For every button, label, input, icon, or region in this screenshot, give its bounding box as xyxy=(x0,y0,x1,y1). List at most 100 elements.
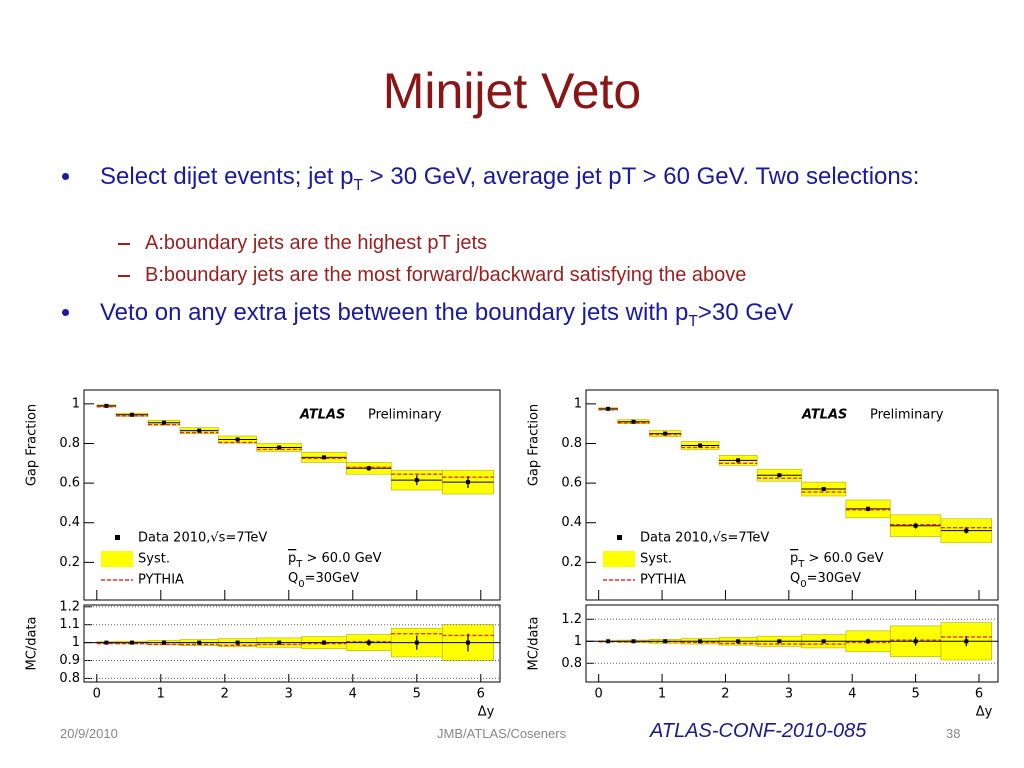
legend-swatch xyxy=(617,535,622,540)
legend-label: Data 2010,√s=7TeV xyxy=(138,531,267,546)
scale-label: Q0=30GeV xyxy=(288,571,359,590)
x-tick-label: 2 xyxy=(221,687,229,702)
data-point xyxy=(631,419,636,424)
x-tick-label: 4 xyxy=(848,687,856,702)
ratio-y-tick-label: 1.1 xyxy=(59,617,80,632)
bullet-text: > 30 GeV, average jet pT > 60 GeV. Two s… xyxy=(363,163,920,190)
sub-bullet-dash xyxy=(118,275,130,277)
x-tick-label: 4 xyxy=(349,687,357,702)
x-tick-label: 5 xyxy=(911,687,919,702)
y-tick-label: 0.4 xyxy=(561,515,582,530)
bullet: Veto on any extra jets between the bound… xyxy=(100,298,960,336)
cut-label: pT > 60.0 GeV xyxy=(790,551,884,570)
atlas-label: ATLAS xyxy=(299,408,345,423)
y-tick-label: 0.4 xyxy=(59,515,80,530)
ratio-y-tick-label: 0.8 xyxy=(59,671,80,686)
data-point xyxy=(277,445,282,450)
x-tick-label: 6 xyxy=(477,687,485,702)
x-tick-label: 0 xyxy=(595,687,603,702)
cut-label-part: T xyxy=(295,559,303,570)
cut-label-part: > 60.0 GeV xyxy=(302,551,381,566)
bullet-text: Veto on any extra jets between the bound… xyxy=(100,299,689,326)
ratio-y-tick-label: 1 xyxy=(72,635,80,650)
x-tick-label: 3 xyxy=(785,687,793,702)
legend-label: PYTHIA xyxy=(138,573,184,588)
y-tick-label: 0.2 xyxy=(59,555,80,570)
x-tick-label: 3 xyxy=(285,687,293,702)
legend-label: Syst. xyxy=(138,552,170,567)
scale-label-part: Q xyxy=(288,571,298,586)
legend-label: Syst. xyxy=(640,552,672,567)
x-tick-label: 0 xyxy=(93,687,101,702)
cut-label-part: p xyxy=(288,551,296,566)
data-point xyxy=(606,406,611,411)
data-point xyxy=(104,403,109,408)
data-point xyxy=(366,466,371,471)
ratio-y-tick-label: 1.2 xyxy=(59,599,80,614)
y-tick-label: 0.8 xyxy=(59,436,80,451)
legend-label: Data 2010,√s=7TeV xyxy=(640,531,769,546)
y-tick-label: 1 xyxy=(574,396,582,411)
y-tick-label: 0.2 xyxy=(561,555,582,570)
data-point xyxy=(162,420,166,425)
bullet-text: T xyxy=(688,312,698,330)
ratio-y-axis-label: MC/data xyxy=(527,617,542,671)
x-tick-label: 2 xyxy=(721,687,729,702)
data-point xyxy=(777,473,782,478)
bullet-dot xyxy=(62,309,69,316)
legend-swatch xyxy=(115,535,120,540)
ratio-y-tick-label: 1.2 xyxy=(561,612,582,627)
data-point xyxy=(197,428,202,433)
scale-label-part: 0 xyxy=(800,579,806,590)
y-tick-label: 0.6 xyxy=(561,476,582,491)
data-point xyxy=(130,412,134,417)
cut-label: pT > 60.0 GeV xyxy=(288,551,382,570)
data-point xyxy=(414,478,419,483)
preliminary-label: Preliminary xyxy=(870,408,944,423)
legend-swatch xyxy=(101,551,133,567)
scale-label: Q0=30GeV xyxy=(790,571,861,590)
data-point xyxy=(663,431,668,436)
x-tick-label: 1 xyxy=(157,687,165,702)
scale-label-part: Q xyxy=(790,571,800,586)
plot-frame xyxy=(585,389,999,601)
ratio-y-tick-label: 0.8 xyxy=(561,656,582,671)
ratio-y-tick-label: 1 xyxy=(574,634,582,649)
ratio-y-axis-label: MC/data xyxy=(25,617,40,671)
x-tick-label: 6 xyxy=(975,687,983,702)
data-point xyxy=(821,487,826,492)
data-point xyxy=(322,455,326,460)
bullet: Select dijet events; jet pT > 30 GeV, av… xyxy=(100,162,960,200)
legend-label: PYTHIA xyxy=(640,573,686,588)
x-tick-label: 5 xyxy=(413,687,421,702)
bullet-text: Select dijet events; jet p xyxy=(100,163,354,190)
footer-reference: ATLAS-CONF-2010-085 xyxy=(650,720,867,742)
bullet-text: >30 GeV xyxy=(697,299,794,326)
data-point xyxy=(466,480,470,485)
y-axis-label: Gap Fraction xyxy=(25,404,40,486)
legend-swatch xyxy=(603,551,635,567)
y-tick-label: 0.8 xyxy=(561,436,582,451)
x-axis-label: Δy xyxy=(478,705,495,720)
scale-label-part: =30GeV xyxy=(807,571,862,586)
data-point xyxy=(913,523,918,528)
footer-author: JMB/ATLAS/Coseners xyxy=(437,726,567,741)
x-tick-label: 1 xyxy=(658,687,666,702)
cut-label-part: > 60.0 GeV xyxy=(804,551,883,566)
preliminary-label: Preliminary xyxy=(368,408,442,423)
y-axis-label: Gap Fraction xyxy=(527,404,542,486)
data-point xyxy=(866,506,871,511)
sub-bullet: B:boundary jets are the most forward/bac… xyxy=(145,264,747,286)
bullet-text: T xyxy=(353,176,364,194)
bullet-dot xyxy=(62,173,69,180)
data-point xyxy=(736,458,741,463)
cut-label-part: T xyxy=(797,559,805,570)
data-point xyxy=(235,437,240,442)
cut-label-part: p xyxy=(790,551,798,566)
ratio-y-tick-label: 0.9 xyxy=(59,653,80,668)
atlas-label: ATLAS xyxy=(801,408,847,423)
sub-bullet: A:boundary jets are the highest pT jets xyxy=(145,232,488,254)
scale-label-part: =30GeV xyxy=(305,571,360,586)
